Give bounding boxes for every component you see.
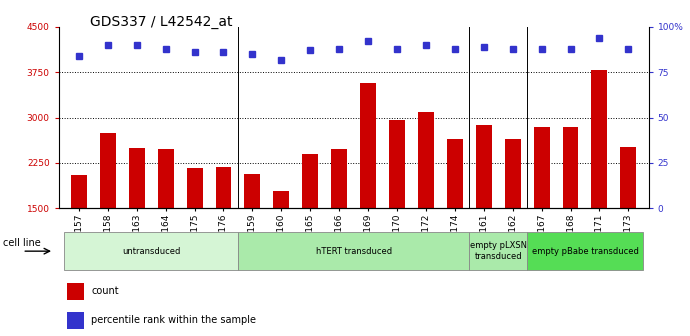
Bar <box>302 154 318 208</box>
Bar <box>527 232 643 270</box>
Text: empty pLXSN
transduced: empty pLXSN transduced <box>470 242 526 261</box>
Bar <box>273 192 289 208</box>
Bar <box>418 112 434 208</box>
Bar <box>562 127 578 208</box>
Text: count: count <box>91 286 119 296</box>
Text: percentile rank within the sample: percentile rank within the sample <box>91 316 256 326</box>
Bar <box>389 120 405 208</box>
Bar <box>244 174 260 208</box>
Bar <box>215 167 231 208</box>
Bar <box>129 148 145 208</box>
Bar <box>469 232 527 270</box>
Bar <box>476 125 492 208</box>
Bar <box>100 133 116 208</box>
Text: cell line: cell line <box>3 238 41 248</box>
Bar <box>504 139 521 208</box>
Bar <box>331 149 347 208</box>
Bar <box>186 168 203 208</box>
Bar <box>68 283 84 300</box>
Bar <box>447 139 463 208</box>
Text: empty pBabe transduced: empty pBabe transduced <box>531 247 638 256</box>
Text: untransduced: untransduced <box>122 247 180 256</box>
Bar <box>158 149 174 208</box>
Bar <box>620 146 636 208</box>
Bar <box>360 83 376 208</box>
Bar <box>68 312 84 329</box>
Bar <box>238 232 469 270</box>
Bar <box>533 127 549 208</box>
Bar <box>71 175 87 208</box>
Bar <box>591 71 607 208</box>
Bar <box>64 232 238 270</box>
Text: GDS337 / L42542_at: GDS337 / L42542_at <box>90 15 233 29</box>
Text: hTERT transduced: hTERT transduced <box>315 247 392 256</box>
